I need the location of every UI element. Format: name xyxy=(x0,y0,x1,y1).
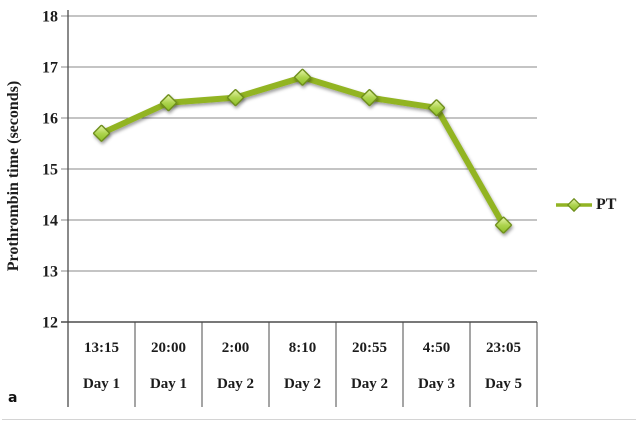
y-tick-label: 18 xyxy=(42,9,58,26)
x-tick-day-label: Day 2 xyxy=(351,376,388,392)
y-tick-label: 17 xyxy=(42,60,58,77)
x-tick-time-label: 8:10 xyxy=(289,340,317,356)
data-point-marker xyxy=(227,89,244,107)
x-tick-day-label: Day 2 xyxy=(217,376,254,392)
y-tick-label: 16 xyxy=(42,111,58,128)
x-tick-time-label: 20:55 xyxy=(352,340,387,356)
x-tick-time-label: 4:50 xyxy=(423,340,451,356)
x-tick-time-label: 13:15 xyxy=(84,340,119,356)
y-tick-label: 15 xyxy=(42,162,58,179)
data-point-marker xyxy=(93,124,110,142)
data-point-marker xyxy=(428,99,445,117)
figure-panel-label: a xyxy=(8,390,18,406)
x-tick-day-label: Day 2 xyxy=(284,376,321,392)
data-point-marker xyxy=(294,68,311,86)
pt-series-line xyxy=(98,74,507,229)
legend-diamond-icon xyxy=(566,197,582,213)
data-point-marker xyxy=(361,89,378,107)
legend-marker-icon xyxy=(556,197,592,213)
x-tick-time-label: 20:00 xyxy=(151,340,186,356)
pt-series-line-group xyxy=(98,74,507,229)
x-tick-day-label: Day 5 xyxy=(485,376,522,392)
x-tick-day-label: Day 1 xyxy=(150,376,187,392)
legend-series-label: PT xyxy=(596,196,617,213)
x-tick-day-label: Day 1 xyxy=(83,376,120,392)
x-tick-day-label: Day 3 xyxy=(418,376,455,392)
y-tick-label: 14 xyxy=(42,213,58,230)
y-tick-label: 13 xyxy=(42,264,58,281)
pt-series-markers xyxy=(93,68,512,234)
y-axis-title: Prothrombin time (seconds) xyxy=(5,80,22,272)
x-tick-time-label: 23:05 xyxy=(486,340,521,356)
page-edge-line xyxy=(2,419,636,420)
data-point-marker xyxy=(495,216,512,234)
x-tick-time-label: 2:00 xyxy=(222,340,250,356)
legend: PT xyxy=(555,196,616,214)
y-tick-label: 12 xyxy=(42,315,58,332)
data-point-marker xyxy=(160,94,177,112)
